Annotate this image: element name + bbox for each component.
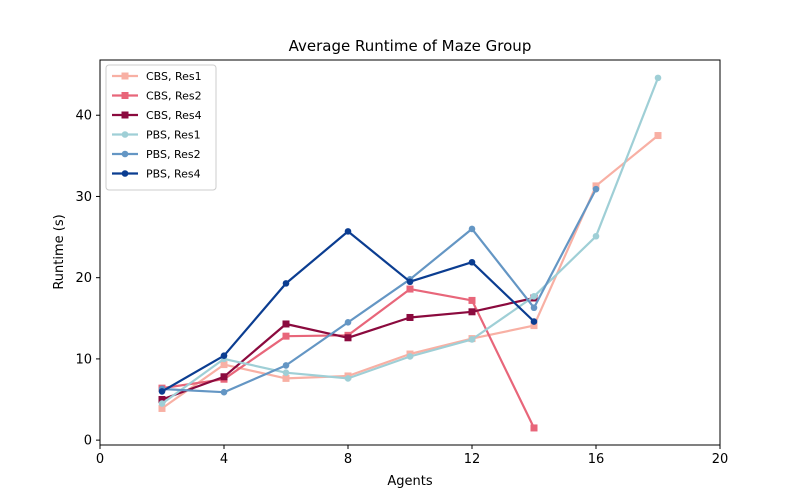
- y-tick-label: 40: [75, 109, 92, 124]
- y-tick-label: 10: [75, 352, 92, 367]
- legend-label: CBS, Res4: [146, 109, 202, 122]
- x-axis: 0 4 8 12 16 20: [96, 445, 728, 467]
- legend-label: PBS, Res1: [146, 129, 201, 142]
- legend-label: PBS, Res2: [146, 148, 201, 161]
- data-point: [530, 318, 538, 325]
- series-pbs-res1: [158, 74, 662, 407]
- data-point: [406, 285, 414, 293]
- legend-item: PBS, Res1: [112, 129, 201, 142]
- legend-item: PBS, Res4: [112, 168, 201, 181]
- data-point: [592, 185, 600, 193]
- legend-label: PBS, Res4: [146, 168, 201, 181]
- legend-item: CBS, Res4: [112, 109, 202, 122]
- legend: CBS, Res1 CBS, Res2 CBS, Res4 PBS, Res1 PBS,…: [105, 64, 217, 191]
- legend-swatch-marker: [121, 150, 129, 158]
- data-point: [282, 320, 290, 328]
- legend-item: CBS, Res1: [112, 70, 202, 83]
- x-tick-label: 12: [464, 452, 481, 467]
- legend-swatch-marker: [121, 131, 129, 138]
- data-point: [282, 374, 290, 382]
- data-point: [530, 424, 538, 432]
- data-point: [158, 400, 166, 407]
- data-point: [406, 353, 414, 360]
- legend-label: CBS, Res1: [146, 70, 202, 83]
- y-tick-label: 30: [75, 190, 92, 205]
- data-point: [282, 362, 290, 369]
- x-axis-title: Agents: [387, 474, 432, 489]
- legend-swatch-marker: [121, 72, 129, 80]
- data-point: [344, 334, 352, 342]
- data-point: [468, 336, 476, 343]
- data-point: [530, 322, 538, 330]
- x-tick-label: 0: [96, 452, 104, 467]
- legend-item: PBS, Res2: [112, 148, 201, 161]
- data-point: [406, 278, 414, 286]
- data-point: [344, 375, 352, 382]
- series-line: [161, 188, 597, 394]
- y-tick-label: 0: [84, 434, 92, 449]
- data-point: [406, 313, 414, 321]
- data-point: [344, 228, 352, 235]
- data-point: [654, 132, 662, 140]
- data-point: [220, 373, 228, 381]
- x-tick-label: 20: [712, 452, 729, 467]
- plot-frame: [99, 59, 721, 446]
- data-point: [468, 258, 476, 266]
- data-point: [158, 396, 166, 404]
- x-tick-label: 4: [220, 452, 228, 467]
- data-point: [158, 404, 166, 412]
- data-point: [220, 388, 228, 396]
- series-layer: [158, 74, 662, 432]
- data-point: [158, 388, 166, 395]
- x-tick-label: 16: [588, 452, 605, 467]
- data-point: [220, 361, 228, 369]
- data-point: [654, 74, 662, 82]
- data-point: [468, 296, 476, 304]
- data-point: [344, 319, 352, 326]
- series-pbs-res4: [158, 228, 538, 395]
- data-point: [530, 304, 538, 312]
- data-point: [282, 332, 290, 340]
- legend-item: CBS, Res2: [112, 90, 202, 103]
- y-tick-label: 20: [75, 271, 92, 286]
- legend-swatch-marker: [121, 170, 129, 177]
- data-point: [220, 352, 228, 359]
- legend-label: CBS, Res2: [146, 90, 202, 103]
- x-tick-label: 8: [344, 452, 352, 467]
- chart-title: Average Runtime of Maze Group: [289, 37, 532, 55]
- data-point: [592, 232, 600, 240]
- data-point: [282, 369, 290, 377]
- y-axis-title: Runtime (s): [52, 214, 67, 289]
- legend-swatch-marker: [121, 92, 129, 99]
- data-point: [468, 225, 476, 233]
- legend-swatch-marker: [121, 111, 129, 119]
- data-point: [282, 280, 290, 287]
- data-point: [530, 293, 538, 300]
- y-axis: 0 10 20 30 40: [75, 109, 100, 449]
- data-point: [468, 308, 476, 316]
